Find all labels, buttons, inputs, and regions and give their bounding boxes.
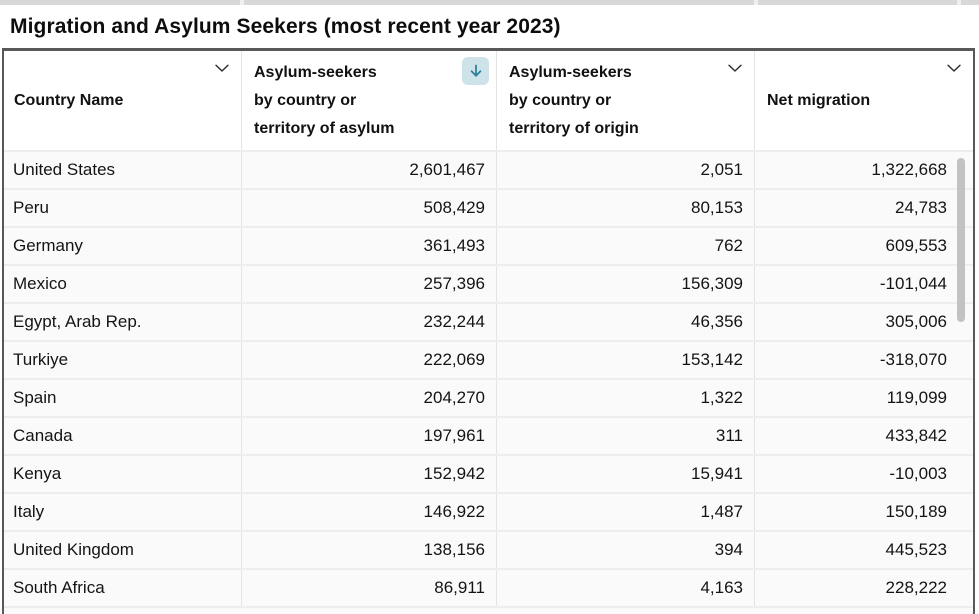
table-row[interactable]: United Kingdom 138,156 394 445,523 <box>4 532 973 570</box>
cell-asylum-by-origin: 153,142 <box>497 342 755 378</box>
page-title: Migration and Asylum Seekers (most recen… <box>10 14 561 38</box>
cell-net-migration: 24,783 <box>895 198 947 217</box>
cell-asylum-by-origin: 1,487 <box>497 494 755 530</box>
cell-asylum-by-origin: 46,356 <box>497 304 755 340</box>
cell-asylum-by-asylum: 204,270 <box>242 380 497 416</box>
cell-asylum-by-asylum: 146,922 <box>242 494 497 530</box>
cell-net-migration: 228,222 <box>885 578 947 597</box>
cell-asylum-by-origin: 4,163 <box>497 570 755 606</box>
column-header-country-name[interactable]: Country Name <box>4 51 242 150</box>
cell-country-name: Canada <box>4 418 242 454</box>
cell-asylum-by-asylum: 361,493 <box>242 228 497 264</box>
cell-asylum-by-asylum: 508,429 <box>242 190 497 226</box>
sort-descending-icon[interactable] <box>462 57 489 85</box>
cell-asylum-by-asylum: 222,069 <box>242 342 497 378</box>
cell-net-migration: 609,553 <box>885 236 947 255</box>
column-header-asylum-by-origin[interactable]: Asylum-seekers by country or territory o… <box>497 51 755 150</box>
cell-net-migration: 119,099 <box>886 388 947 407</box>
chevron-down-icon[interactable] <box>728 64 742 72</box>
title-bar: Migration and Asylum Seekers (most recen… <box>0 5 979 48</box>
table-row[interactable]: Spain 204,270 1,322 119,099 <box>4 380 973 418</box>
cell-asylum-by-asylum: 257,396 <box>242 266 497 302</box>
table-row[interactable]: Mexico 257,396 156,309 -101,044 <box>4 266 973 304</box>
cell-country-name: Italy <box>4 494 242 530</box>
cell-asylum-by-asylum: 197,961 <box>242 418 497 454</box>
cell-country-name: Mexico <box>4 266 242 302</box>
cell-asylum-by-asylum: 86,911 <box>242 570 497 606</box>
chevron-down-icon[interactable] <box>947 64 961 72</box>
table-row[interactable]: Italy 146,922 1,487 150,189 <box>4 494 973 532</box>
column-header-label: Asylum-seekers by country or territory o… <box>254 63 395 137</box>
cell-net-migration: 445,523 <box>885 540 947 559</box>
cell-net-migration: 305,006 <box>885 312 947 331</box>
cell-country-name: Turkiye <box>4 342 242 378</box>
cell-net-migration: 150,189 <box>885 502 947 521</box>
cell-country-name: South Africa <box>4 570 242 606</box>
column-divider <box>754 0 758 5</box>
clipped-row-above <box>0 0 979 5</box>
cell-net-migration: -10,003 <box>889 464 947 483</box>
table-row[interactable]: Canada 197,961 311 433,842 <box>4 418 973 456</box>
cell-net-migration: 1,322,668 <box>871 160 947 179</box>
vertical-scrollbar-thumb[interactable] <box>957 158 965 322</box>
column-header-label: Net migration <box>767 91 871 109</box>
data-table: Country Name Asylum-seekers by country o… <box>2 48 975 614</box>
column-header-label: Asylum-seekers by country or territory o… <box>509 63 639 137</box>
table-row[interactable]: Turkiye 222,069 153,142 -318,070 <box>4 342 973 380</box>
cell-asylum-by-origin: 762 <box>497 228 755 264</box>
table-row[interactable]: South Africa 86,911 4,163 228,222 <box>4 570 973 608</box>
cell-country-name: Egypt, Arab Rep. <box>4 304 242 340</box>
cell-asylum-by-origin: 311 <box>497 418 755 454</box>
cell-asylum-by-asylum: 152,942 <box>242 456 497 492</box>
table-row[interactable]: Egypt, Arab Rep. 232,244 46,356 305,006 <box>4 304 973 342</box>
cell-asylum-by-origin: 394 <box>497 532 755 568</box>
table-row[interactable]: Germany 361,493 762 609,553 <box>4 228 973 266</box>
cell-asylum-by-origin: 156,309 <box>497 266 755 302</box>
cell-country-name: Spain <box>4 380 242 416</box>
cell-net-migration: 433,842 <box>885 426 947 445</box>
table-row[interactable]: Kenya 152,942 15,941 -10,003 <box>4 456 973 494</box>
cell-country-name: Kenya <box>4 456 242 492</box>
table-body: United States 2,601,467 2,051 1,322,668 … <box>4 152 973 608</box>
cell-asylum-by-origin: 1,322 <box>497 380 755 416</box>
column-header-net-migration[interactable]: Net migration <box>755 51 973 150</box>
cell-asylum-by-origin: 2,051 <box>497 152 755 188</box>
cell-asylum-by-origin: 80,153 <box>497 190 755 226</box>
cell-asylum-by-origin: 15,941 <box>497 456 755 492</box>
cell-country-name: United States <box>4 152 242 188</box>
column-header-asylum-by-asylum[interactable]: Asylum-seekers by country or territory o… <box>242 51 497 150</box>
cell-asylum-by-asylum: 232,244 <box>242 304 497 340</box>
table-row[interactable]: United States 2,601,467 2,051 1,322,668 <box>4 152 973 190</box>
table-row[interactable]: Peru 508,429 80,153 24,783 <box>4 190 973 228</box>
table-header-row: Country Name Asylum-seekers by country o… <box>4 51 973 152</box>
cell-country-name: Germany <box>4 228 242 264</box>
column-header-label: Country Name <box>14 91 124 109</box>
cell-net-migration: -101,044 <box>879 274 947 293</box>
column-divider <box>957 0 961 5</box>
cell-country-name: United Kingdom <box>4 532 242 568</box>
chevron-down-icon[interactable] <box>215 64 229 72</box>
cell-asylum-by-asylum: 138,156 <box>242 532 497 568</box>
column-divider <box>240 0 244 5</box>
cell-asylum-by-asylum: 2,601,467 <box>242 152 497 188</box>
cell-country-name: Peru <box>4 190 242 226</box>
cell-net-migration: -318,070 <box>879 350 947 369</box>
